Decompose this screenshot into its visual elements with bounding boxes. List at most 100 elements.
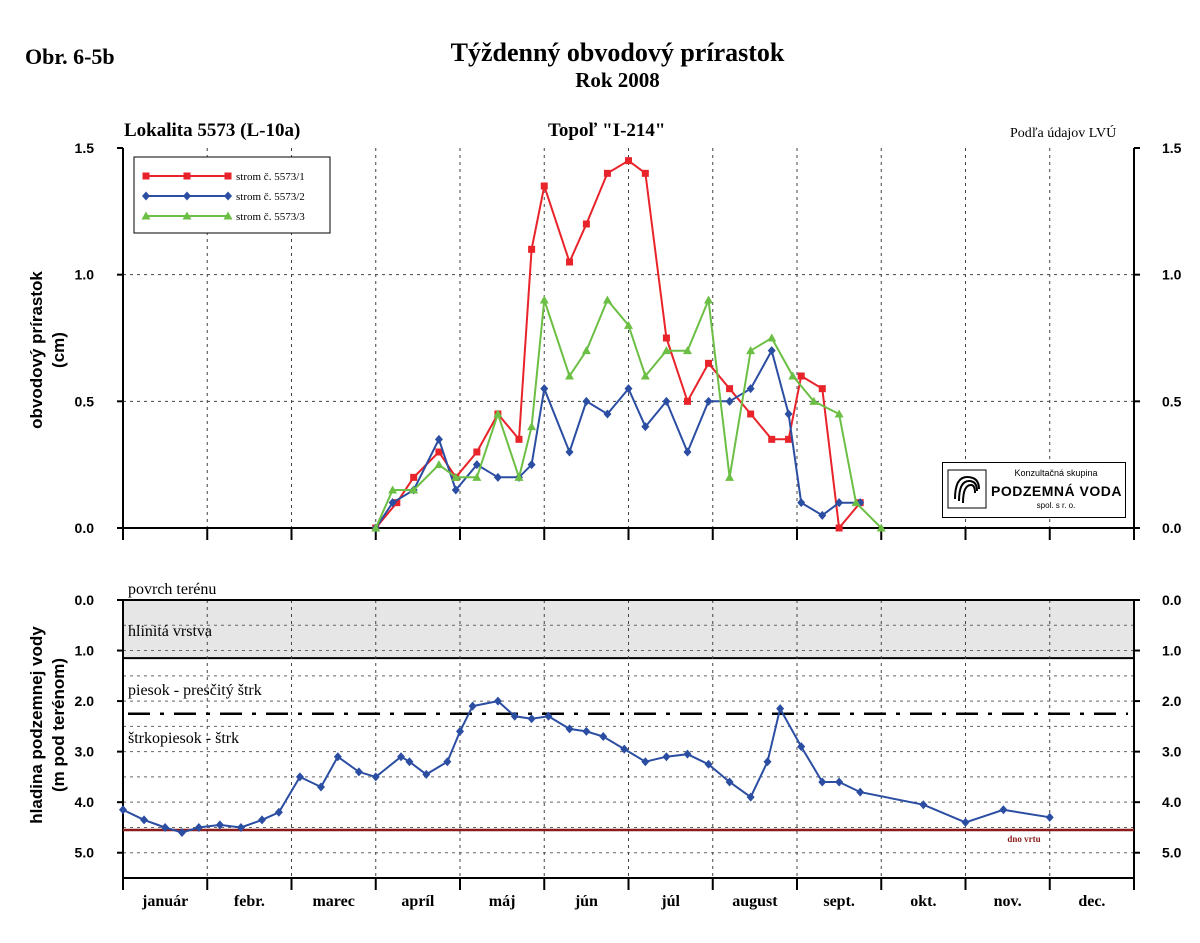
legend-entry: strom č. 5573/3: [236, 211, 305, 223]
month-label: marec: [312, 893, 354, 910]
growth-series-3-point: [725, 472, 735, 481]
growth-series-1-point: [785, 435, 793, 443]
growth-series-2-point: [835, 498, 844, 508]
month-label: okt.: [910, 893, 936, 910]
water-level-series-point: [565, 724, 574, 734]
water-level-series-point: [999, 805, 1008, 815]
growth-series-1-point: [393, 499, 401, 507]
top-y-axis-title: obvodový prírastok: [27, 271, 46, 429]
bottom-y-axis-unit: (m pod terénom): [49, 658, 68, 792]
clay-layer-label: hlinitá vrstva: [128, 623, 212, 640]
water-level-series-line: [122, 700, 1050, 834]
water-level-series-point: [443, 757, 452, 767]
month-label: sept.: [823, 893, 855, 910]
growth-series-1-point: [705, 359, 713, 367]
well-bottom-label: dno vrtu: [1007, 834, 1040, 844]
growth-series-1-point: [818, 385, 826, 393]
top-ytick-label-right: 0.0: [1162, 520, 1182, 536]
water-level-series-point: [599, 731, 608, 741]
water-level-series-point: [725, 777, 734, 787]
growth-series-3-point: [834, 409, 844, 418]
bottom-ytick-label: 2.0: [75, 693, 95, 709]
water-level-series-point: [763, 757, 772, 767]
gravel-layer-label: štrkopiesok - štrk: [128, 730, 239, 747]
growth-series-3-point: [640, 371, 650, 380]
water-level-series-point: [510, 711, 519, 721]
legend-marker: [223, 211, 233, 220]
month-label: jún: [574, 893, 598, 910]
growth-series-2-point: [797, 498, 806, 508]
top-ytick-label: 1.0: [75, 267, 95, 283]
growth-series-2-point: [434, 434, 443, 444]
growth-series-3-point: [876, 523, 886, 532]
growth-series-1-point: [473, 448, 481, 456]
growth-series-3-point: [409, 485, 419, 494]
logo-line-1: Konzultačná skupina: [1014, 468, 1098, 478]
top-ytick-label: 0.0: [75, 520, 95, 536]
legend-marker: [183, 191, 191, 201]
growth-series-3-point: [809, 396, 819, 405]
bottom-ytick-label: 1.0: [75, 643, 95, 659]
water-level-series-point: [961, 817, 970, 827]
water-level-series-point: [641, 757, 650, 767]
growth-series-3-point: [704, 295, 714, 304]
bottom-ytick-label-right: 2.0: [1162, 693, 1182, 709]
bottom-ytick-label-right: 5.0: [1162, 845, 1182, 861]
legend-marker: [141, 211, 151, 220]
growth-series-1-point: [435, 448, 443, 456]
growth-series-2-point: [624, 384, 633, 394]
month-label: apríl: [401, 893, 434, 910]
growth-series-2-point: [451, 485, 460, 495]
growth-series-1-point: [582, 220, 590, 228]
growth-series-1-point: [540, 182, 548, 190]
growth-series-1-point: [835, 524, 843, 532]
growth-series-1-point: [515, 435, 523, 443]
growth-series-1-point: [410, 473, 418, 481]
growth-series-3-point: [388, 485, 398, 494]
growth-series-1-point: [747, 410, 755, 418]
growth-series-2-point: [683, 447, 692, 457]
growth-series-3-point: [581, 346, 591, 355]
legend-marker: [142, 172, 150, 180]
growth-series-3-point: [493, 409, 503, 418]
bottom-ytick-label-right: 3.0: [1162, 744, 1182, 760]
water-level-series-point: [835, 777, 844, 787]
water-level-series-point: [746, 792, 755, 802]
water-level-series-point: [527, 714, 536, 724]
figure-label: Obr. 6-5b: [25, 44, 115, 69]
growth-series-1-point: [662, 334, 670, 342]
top-y-axis-unit: (cm): [49, 332, 68, 368]
water-level-series-point: [119, 805, 127, 815]
surface-label: povrch terénu: [128, 581, 216, 598]
growth-series-3-point: [767, 333, 777, 342]
water-level-series-point: [177, 828, 186, 838]
water-level-series-point: [582, 726, 591, 736]
water-level-series-point: [468, 701, 477, 711]
chart-title: Týždenný obvodový prírastok: [450, 38, 785, 67]
month-label: máj: [489, 893, 516, 910]
growth-series-2-point: [472, 460, 481, 470]
month-label: febr.: [234, 893, 265, 910]
water-level-series-point: [776, 704, 785, 714]
growth-series-2-point: [725, 396, 734, 406]
water-level-series-point: [818, 777, 827, 787]
growth-series-2-point: [582, 396, 591, 406]
top-ytick-label-right: 1.5: [1162, 140, 1182, 156]
tree-type-label: Topoľ "I-214": [548, 120, 666, 141]
growth-series-2-line: [374, 348, 861, 529]
water-level-series-point: [371, 772, 380, 782]
legend-marker: [183, 172, 191, 180]
water-level-series-point: [215, 820, 224, 830]
water-level-series-point: [456, 726, 464, 736]
bottom-ytick-label: 5.0: [75, 845, 95, 861]
top-ytick-label: 1.5: [75, 140, 95, 156]
bottom-ytick-label: 0.0: [75, 592, 95, 608]
water-level-series-point: [493, 696, 502, 706]
water-level-series-point: [316, 782, 325, 792]
legend-marker: [182, 211, 192, 220]
legend-entry: strom č. 5573/2: [236, 191, 305, 203]
source-note: Podľa údajov LVÚ: [1010, 126, 1117, 141]
growth-series-3-point: [624, 320, 633, 329]
location-label: Lokalita 5573 (L-10a): [124, 120, 301, 141]
month-label: nov.: [994, 893, 1022, 910]
